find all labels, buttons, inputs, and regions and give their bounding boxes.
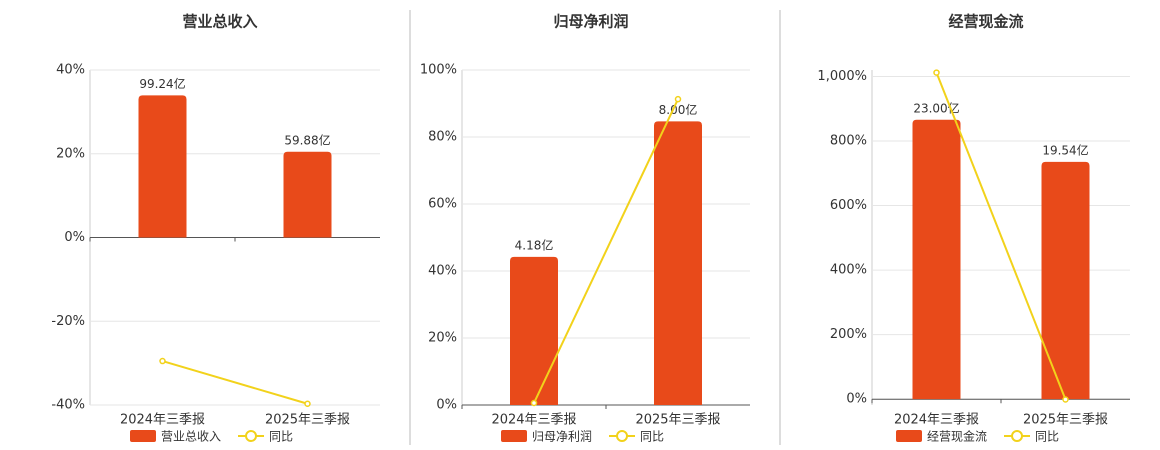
legend-swatch: [896, 430, 922, 442]
line-point: [674, 95, 682, 103]
line-point: [1062, 396, 1069, 403]
line: [162, 360, 308, 405]
value-label: 19.54亿: [1042, 142, 1088, 157]
legend-swatch: [130, 430, 156, 442]
bar: [912, 119, 961, 400]
line-point: [933, 69, 940, 76]
y-tick-label: 0%: [64, 230, 85, 245]
value-label: 8.00亿: [659, 102, 698, 117]
value-label: 99.24亿: [139, 76, 185, 91]
x-tick-label: 2025年三季报: [1023, 413, 1108, 428]
x-tick-label: 2024年三季报: [120, 413, 205, 428]
chart-title: 营业总收入: [182, 13, 257, 31]
bar: [283, 151, 332, 238]
bar: [654, 121, 702, 406]
bar: [510, 256, 558, 405]
y-tick-label: 0%: [436, 398, 457, 413]
x-tick-label: 2025年三季报: [265, 413, 350, 428]
line-point: [530, 399, 538, 407]
y-tick-label: 40%: [428, 264, 457, 279]
value-label: 4.18亿: [515, 237, 554, 252]
legend-label: 同比: [1035, 430, 1059, 444]
chart-title: 经营现金流: [948, 13, 1023, 31]
value-label: 59.88亿: [284, 132, 330, 147]
y-tick-label: 20%: [56, 146, 85, 161]
legend-label: 归母净利润: [532, 430, 592, 444]
y-tick-label: 80%: [428, 130, 457, 145]
bar: [138, 95, 187, 238]
y-tick-label: 40%: [56, 63, 85, 78]
legend-marker: [616, 430, 629, 442]
y-tick-label: 100%: [420, 63, 457, 78]
line: [533, 98, 679, 404]
legend-label: 同比: [269, 430, 293, 444]
legend-marker: [1011, 430, 1024, 442]
legend-swatch: [501, 430, 527, 442]
y-tick-label: 200%: [830, 327, 867, 342]
x-tick-label: 2024年三季报: [894, 413, 979, 428]
y-tick-label: 800%: [830, 134, 867, 149]
line-point: [304, 400, 311, 407]
chart-title: 归母净利润: [553, 13, 628, 31]
bar: [1041, 161, 1090, 400]
x-tick-label: 2024年三季报: [491, 413, 576, 428]
y-tick-label: 0%: [846, 392, 867, 407]
legend-label: 经营现金流: [927, 429, 987, 444]
legend-label: 营业总收入: [161, 430, 221, 444]
line-point: [159, 357, 166, 365]
y-tick-label: -40%: [51, 398, 85, 413]
y-tick-label: 1,000%: [817, 69, 867, 84]
line: [935, 72, 1067, 400]
legend-marker: [245, 430, 258, 442]
y-tick-label: -20%: [51, 314, 85, 329]
y-tick-label: 600%: [830, 198, 867, 213]
legend-label: 同比: [640, 430, 664, 444]
y-tick-label: 60%: [428, 197, 457, 212]
y-tick-label: 20%: [428, 331, 457, 346]
y-tick-label: 400%: [830, 263, 867, 278]
x-tick-label: 2025年三季报: [635, 413, 720, 428]
